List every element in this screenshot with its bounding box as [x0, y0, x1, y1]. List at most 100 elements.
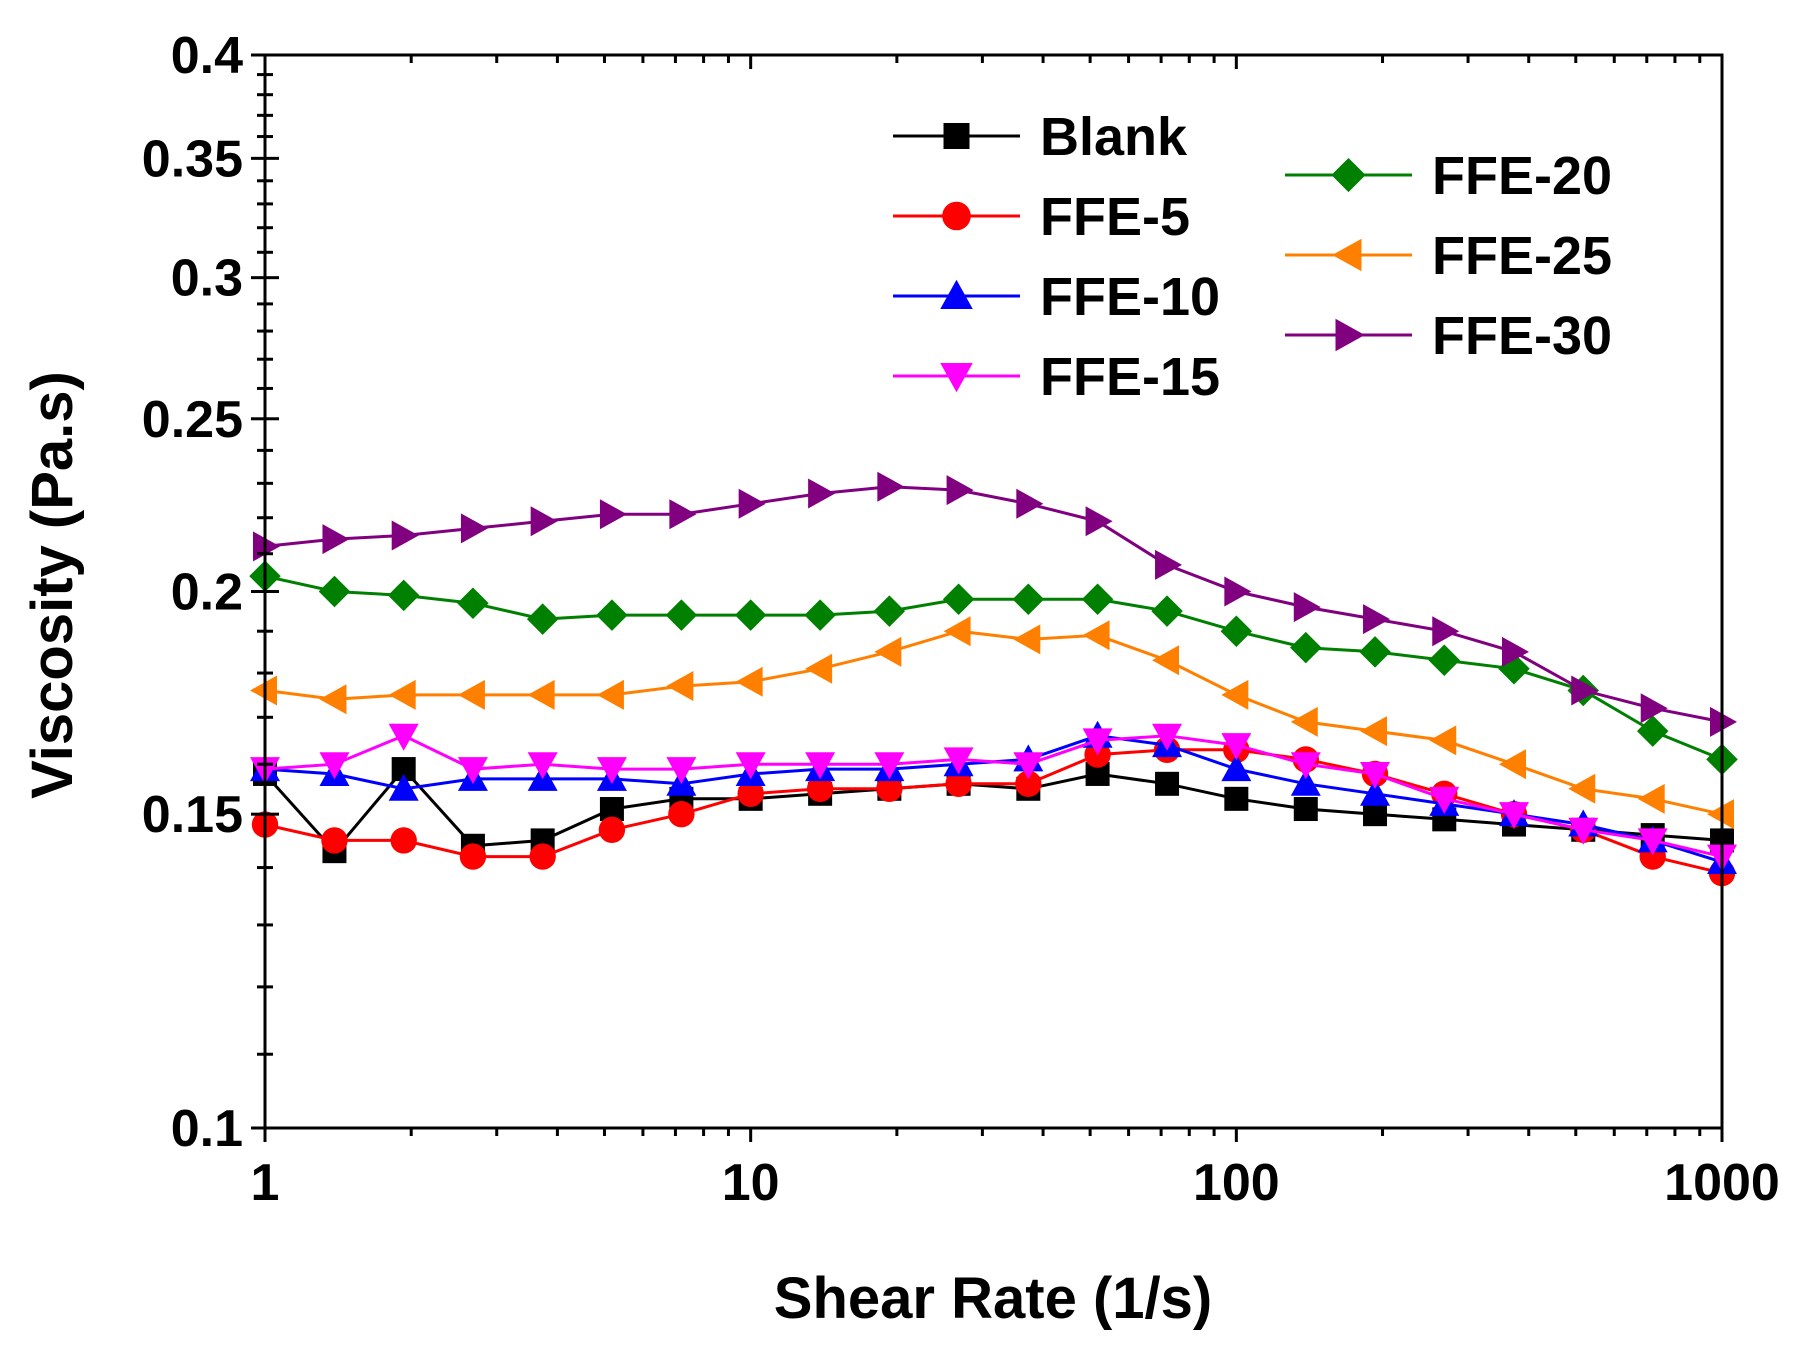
data-point-ffe-30-17 [1432, 616, 1460, 647]
series-line-ffe-5 [264, 748, 1723, 875]
data-point-ffe-30-8 [808, 478, 836, 509]
data-point-ffe-25-13 [1152, 645, 1180, 676]
data-point-blank-14 [1224, 786, 1249, 811]
data-point-ffe-5-4 [529, 843, 556, 870]
data-point-ffe-20-17 [1428, 644, 1461, 677]
data-point-ffe-25-4 [527, 679, 555, 710]
data-point-ffe-30-19 [1571, 675, 1599, 706]
data-point-ffe-25-3 [457, 679, 485, 710]
data-point-ffe-5-10 [945, 770, 972, 798]
data-point-ffe-15-17 [1429, 786, 1460, 814]
series-line-ffe-15 [264, 734, 1723, 859]
axis-ticks: 0.1 0.15 0.2 0.25 0.3 0.35 0.4 1 10 100 1000 [142, 27, 1780, 1212]
data-point-ffe-20-3 [457, 587, 489, 619]
data-point-ffe-15-11 [1013, 752, 1044, 780]
data-point-ffe-20-5 [596, 599, 628, 631]
data-point-ffe-15-4 [527, 752, 558, 780]
y-tick-label: 0.4 [171, 27, 243, 85]
legend-label-blank: Blank [1040, 107, 1188, 167]
data-point-ffe-20-8 [804, 599, 836, 631]
x-tick-label: 1 [251, 1154, 280, 1212]
legend-item-ffe-20: FFE-20 [1285, 146, 1612, 206]
data-point-blank-16 [1363, 802, 1388, 827]
data-point-ffe-20-10 [942, 583, 975, 616]
data-point-ffe-25-15 [1290, 706, 1318, 737]
legend-item-ffe-5: FFE-5 [893, 187, 1190, 247]
data-point-ffe-25-12 [1082, 620, 1110, 651]
data-point-ffe-15-5 [596, 757, 627, 785]
series-line-ffe-30 [264, 485, 1723, 724]
data-point-ffe-5-9 [876, 775, 903, 802]
data-point-ffe-15-9 [874, 752, 905, 780]
data-point-ffe-15-18 [1498, 802, 1529, 830]
data-point-ffe-10-16 [1360, 778, 1391, 806]
y-tick-label: 0.1 [171, 1100, 243, 1158]
data-point-ffe-15-8 [805, 752, 836, 780]
data-point-ffe-25-18 [1498, 749, 1526, 780]
legend-item-ffe-10: FFE-10 [893, 267, 1220, 327]
data-point-ffe-30-11 [1016, 488, 1044, 519]
x-tick-label: 1000 [1664, 1154, 1780, 1212]
data-point-ffe-20-9 [873, 595, 906, 627]
data-point-ffe-5-2 [390, 827, 417, 854]
data-point-ffe-15-14 [1221, 733, 1252, 761]
legend-marker-ffe-25 [1332, 238, 1362, 272]
data-point-ffe-25-10 [943, 616, 971, 647]
data-point-ffe-15-3 [457, 757, 488, 785]
data-point-ffe-30-20 [1640, 693, 1668, 724]
legend-label-ffe-25: FFE-25 [1432, 226, 1612, 286]
series-line-blank [263, 766, 1723, 854]
data-point-ffe-30-9 [877, 471, 905, 502]
data-point-ffe-15-13 [1152, 723, 1183, 751]
plot-layer [249, 471, 1738, 887]
data-point-ffe-25-20 [1637, 783, 1665, 814]
data-point-ffe-5-8 [806, 775, 834, 802]
data-point-ffe-20-11 [1012, 583, 1045, 616]
data-point-ffe-30-5 [599, 499, 627, 530]
y-tick-label: 0.25 [142, 391, 243, 449]
data-point-ffe-5-5 [598, 816, 626, 844]
data-point-ffe-25-7 [735, 666, 763, 697]
data-point-ffe-20-20 [1636, 715, 1669, 747]
data-point-ffe-30-13 [1155, 549, 1183, 580]
legend-label-ffe-30: FFE-30 [1432, 306, 1612, 366]
data-point-ffe-30-10 [946, 475, 974, 506]
series-ffe-20 [249, 560, 1738, 776]
series-line-ffe-20 [264, 574, 1723, 761]
data-point-ffe-25-19 [1568, 773, 1596, 804]
data-point-ffe-5-1 [321, 827, 348, 854]
data-point-ffe-25-9 [874, 636, 902, 667]
data-point-ffe-20-13 [1151, 595, 1183, 627]
data-point-ffe-15-7 [735, 752, 766, 780]
data-point-blank-13 [1155, 771, 1180, 796]
data-point-ffe-10-15 [1290, 768, 1321, 796]
data-point-ffe-5-7 [737, 780, 764, 807]
data-point-ffe-30-14 [1224, 576, 1252, 607]
data-point-ffe-20-2 [387, 579, 420, 612]
data-point-ffe-15-20 [1637, 828, 1668, 856]
data-point-ffe-30-6 [669, 499, 697, 530]
data-point-ffe-25-11 [1013, 624, 1041, 655]
x-tick-label: 10 [722, 1154, 780, 1212]
data-point-ffe-5-3 [459, 843, 487, 870]
legend-item-ffe-15: FFE-15 [893, 347, 1220, 407]
legend-item-ffe-25: FFE-25 [1285, 226, 1612, 286]
data-point-ffe-25-6 [666, 671, 694, 702]
data-point-ffe-30-15 [1293, 592, 1321, 623]
y-tick-label: 0.15 [142, 786, 243, 844]
legend-label-ffe-5: FFE-5 [1040, 187, 1190, 247]
legend-label-ffe-10: FFE-10 [1040, 267, 1220, 327]
data-point-ffe-15-12 [1082, 728, 1113, 756]
data-point-ffe-10-14 [1221, 754, 1252, 782]
data-point-ffe-30-3 [460, 513, 488, 544]
data-point-ffe-15-6 [666, 757, 697, 785]
data-point-ffe-20-16 [1359, 636, 1391, 668]
data-point-ffe-15-10 [943, 747, 974, 775]
legend-marker-ffe-10 [940, 279, 973, 309]
data-point-ffe-30-16 [1363, 604, 1391, 635]
data-point-ffe-25-5 [596, 679, 624, 710]
data-point-ffe-25-16 [1360, 716, 1388, 747]
data-point-ffe-30-4 [530, 506, 558, 537]
data-point-ffe-15-16 [1360, 761, 1391, 789]
series-ffe-15 [250, 723, 1737, 872]
